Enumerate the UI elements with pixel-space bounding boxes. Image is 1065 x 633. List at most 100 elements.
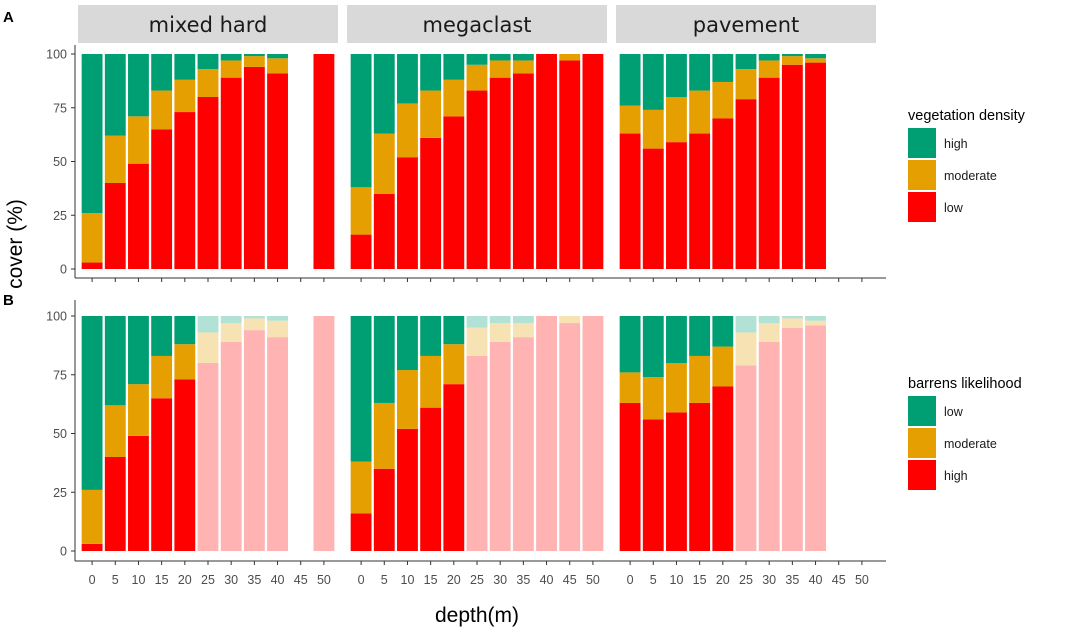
- bar-segment-green: [712, 316, 734, 347]
- x-tick-label: 50: [855, 573, 869, 587]
- bar-segment-orange: [151, 90, 173, 130]
- bar-segment-orange: [805, 320, 826, 326]
- bar-segment-red: [350, 234, 372, 269]
- bar-segment-red: [373, 468, 395, 551]
- bar-segment-orange: [267, 58, 288, 74]
- bar-segment-green: [220, 316, 242, 324]
- bar-segment-red: [128, 163, 149, 269]
- bar-segment-green: [81, 316, 103, 490]
- bar-segment-green: [443, 316, 465, 345]
- y-tick-label: 50: [53, 427, 67, 441]
- bar-segment-red: [220, 77, 242, 270]
- bar-segment-green: [350, 316, 372, 462]
- bar-segment-orange: [197, 332, 219, 363]
- bar-segment-red: [267, 73, 288, 269]
- bar-segment-red: [512, 73, 534, 269]
- bar-segment-orange: [512, 60, 534, 74]
- bar-segment-red: [420, 137, 442, 269]
- x-tick-label: 40: [809, 573, 823, 587]
- bar-segment-red: [489, 341, 511, 551]
- x-tick-label: 5: [650, 573, 657, 587]
- bar-segment-orange: [373, 402, 395, 469]
- bar-segment-green: [781, 316, 803, 319]
- bar-segment-red: [735, 99, 757, 270]
- bar-segment-green: [420, 316, 442, 356]
- y-tick-label: 0: [60, 545, 67, 559]
- bar-segment-green: [805, 54, 826, 59]
- y-tick-label: 50: [53, 155, 67, 169]
- bar-segment-orange: [81, 213, 103, 263]
- x-tick-label: 45: [832, 573, 846, 587]
- bar-segment-orange: [619, 105, 641, 134]
- bar-segment-orange: [197, 69, 219, 97]
- bar-segment-orange: [781, 318, 803, 328]
- x-tick-label: 50: [586, 573, 600, 587]
- bar-segment-green: [758, 316, 780, 324]
- bar-segment-orange: [220, 60, 242, 78]
- bar-segment-orange: [619, 372, 641, 403]
- panel-tag: A: [3, 9, 14, 26]
- bar-segment-red: [758, 341, 780, 551]
- bar-segment-orange: [397, 103, 418, 158]
- bar-segment-orange: [350, 187, 372, 235]
- bar-segment-green: [174, 54, 196, 80]
- bar-segment-orange: [781, 56, 803, 65]
- bar-segment-orange: [712, 81, 734, 119]
- x-tick-label: 10: [670, 573, 684, 587]
- legend-label: moderate: [944, 169, 997, 183]
- x-tick-label: 50: [317, 573, 331, 587]
- bar-segment-green: [151, 54, 173, 91]
- x-tick-label: 20: [447, 573, 461, 587]
- bar-segment-green: [128, 316, 149, 385]
- bar-segment-red: [781, 64, 803, 269]
- bar-segment-green: [781, 54, 803, 57]
- panel-tag: B: [3, 292, 14, 309]
- bar-segment-orange: [267, 320, 288, 338]
- facet-strip: [78, 5, 338, 43]
- bar-segment-red: [350, 513, 372, 551]
- bar-segment-green: [197, 54, 219, 70]
- bar-segment-red: [666, 412, 687, 551]
- bar-segment-green: [350, 54, 372, 188]
- bar-segment-orange: [128, 116, 149, 164]
- bar-segment-green: [758, 54, 780, 61]
- bar-segment-orange: [220, 323, 242, 342]
- legend-key: [908, 396, 936, 426]
- x-tick-label: 30: [493, 573, 507, 587]
- bar-segment-green: [735, 316, 757, 333]
- x-tick-label: 5: [112, 573, 119, 587]
- legend-title: barrens likelihood: [908, 376, 1022, 392]
- bar-segment-orange: [805, 58, 826, 63]
- bar-segment-green: [512, 316, 534, 324]
- legend-label: low: [944, 201, 964, 215]
- x-axis-title: depth(m): [435, 604, 519, 627]
- legend-key: [908, 460, 936, 490]
- bar-segment-orange: [489, 60, 511, 78]
- x-tick-label: 15: [424, 573, 438, 587]
- bar-segment-red: [313, 316, 335, 551]
- bar-segment-orange: [420, 90, 442, 138]
- bar-segment-orange: [243, 56, 265, 67]
- legend-label: high: [944, 469, 968, 483]
- x-tick-label: 25: [201, 573, 215, 587]
- bar-segment-red: [443, 384, 465, 551]
- bar-segment-green: [267, 316, 288, 321]
- bar-segment-orange: [350, 461, 372, 514]
- bar-segment-green: [81, 54, 103, 214]
- x-tick-label: 0: [358, 573, 365, 587]
- bar-segment-orange: [642, 377, 664, 420]
- bar-segment-red: [104, 457, 126, 551]
- bar-segment-red: [582, 316, 604, 551]
- bar-segment-red: [174, 112, 196, 269]
- bar-segment-green: [489, 316, 511, 324]
- bar-segment-orange: [712, 346, 734, 387]
- bar-segment-green: [489, 54, 511, 61]
- bar-segment-red: [582, 54, 604, 269]
- bar-segment-orange: [735, 69, 757, 100]
- bar-segment-red: [81, 543, 103, 551]
- bar-segment-orange: [174, 344, 196, 380]
- bar-segment-green: [373, 54, 395, 134]
- bar-segment-green: [666, 316, 687, 363]
- bar-segment-green: [666, 54, 687, 97]
- y-tick-label: 100: [46, 48, 67, 62]
